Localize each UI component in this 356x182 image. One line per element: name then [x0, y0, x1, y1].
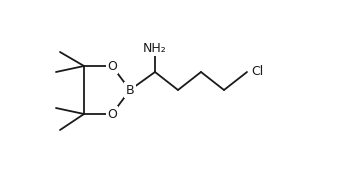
- Text: O: O: [107, 60, 117, 72]
- Text: Cl: Cl: [251, 66, 263, 78]
- Text: NH₂: NH₂: [143, 41, 167, 54]
- Text: B: B: [126, 84, 134, 96]
- Text: O: O: [107, 108, 117, 120]
